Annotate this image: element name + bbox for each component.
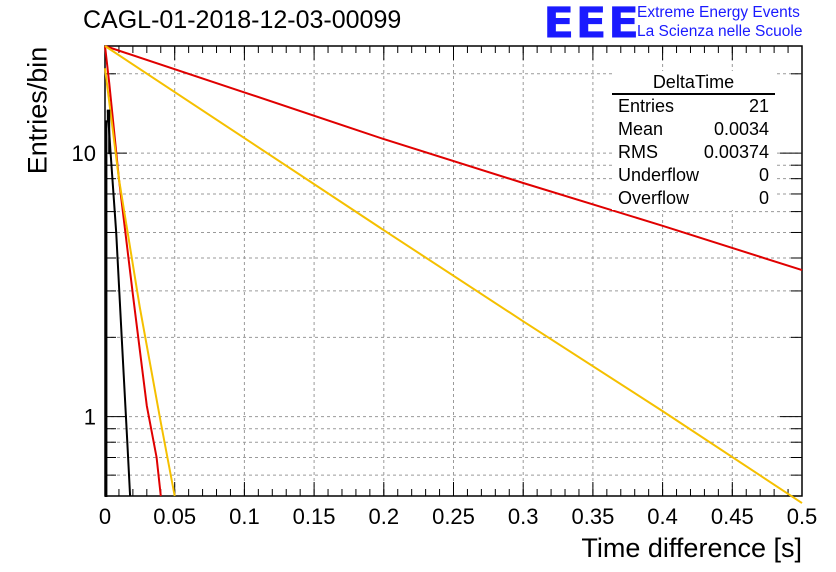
eee-caption-line-1: Extreme Energy Events xyxy=(637,4,800,21)
stats-label: Entries xyxy=(618,96,675,116)
histogram xyxy=(105,109,111,497)
stats-row-entries: Entries 21 xyxy=(612,95,775,118)
eee-logo: EEE xyxy=(543,0,641,48)
fit-curve-3 xyxy=(104,68,176,497)
stats-title: DeltaTime xyxy=(612,71,775,95)
x-tick-label: 0.2 xyxy=(369,504,400,529)
y-tick-label: 1 xyxy=(84,405,96,430)
eee-caption-line-2: La Scienza nelle Scuole xyxy=(637,23,803,40)
x-tick-label: 0.45 xyxy=(711,504,754,529)
x-tick-label: 0.05 xyxy=(153,504,196,529)
stats-value: 0 xyxy=(758,188,769,208)
x-tick-label: 0.1 xyxy=(229,504,260,529)
x-tick-label: 0.3 xyxy=(508,504,539,529)
x-tick-label: 0.15 xyxy=(293,504,336,529)
stats-label: Overflow xyxy=(618,188,690,208)
stats-value: 0.00374 xyxy=(703,142,769,162)
x-tick-label: 0.25 xyxy=(432,504,475,529)
histogram-outline xyxy=(105,109,111,497)
tick-labels: 0 0.05 0.1 0.15 0.2 0.25 0.3 0.35 0.4 0.45 0.5 1 10 xyxy=(72,141,818,529)
x-tick-label: 0.35 xyxy=(571,504,614,529)
stats-label: Underflow xyxy=(618,165,700,185)
chart-title: CAGL-01-2018-12-03-00099 xyxy=(83,6,402,34)
y-tick-label: 10 xyxy=(72,141,96,166)
stats-value: 0 xyxy=(758,165,769,185)
axis-ticks xyxy=(104,46,803,497)
stats-row-mean: Mean 0.0034 xyxy=(612,118,775,141)
stats-row-rms: RMS 0.00374 xyxy=(612,141,775,164)
eee-caption: Extreme Energy Events La Scienza nelle S… xyxy=(637,3,802,41)
x-tick-label: 0 xyxy=(99,504,111,529)
fit-curve-5 xyxy=(104,45,803,504)
stats-label: RMS xyxy=(618,142,658,162)
x-tick-label: 0.5 xyxy=(787,504,818,529)
fit-curve-2 xyxy=(104,45,162,497)
x-tick-label: 0.4 xyxy=(647,504,678,529)
stats-row-overflow: Overflow 0 xyxy=(612,187,775,210)
stats-box: DeltaTime Entries 21 Mean 0.0034 RMS 0.0037… xyxy=(612,71,775,210)
stats-value: 0.0034 xyxy=(713,119,769,139)
fit-curve-4 xyxy=(104,45,803,272)
x-axis-label: Time difference [s] xyxy=(581,533,802,563)
stats-value: 21 xyxy=(748,96,769,116)
stats-row-underflow: Underflow 0 xyxy=(612,164,775,187)
stats-label: Mean xyxy=(618,119,664,139)
y-axis-label: Entries/bin xyxy=(22,46,53,175)
